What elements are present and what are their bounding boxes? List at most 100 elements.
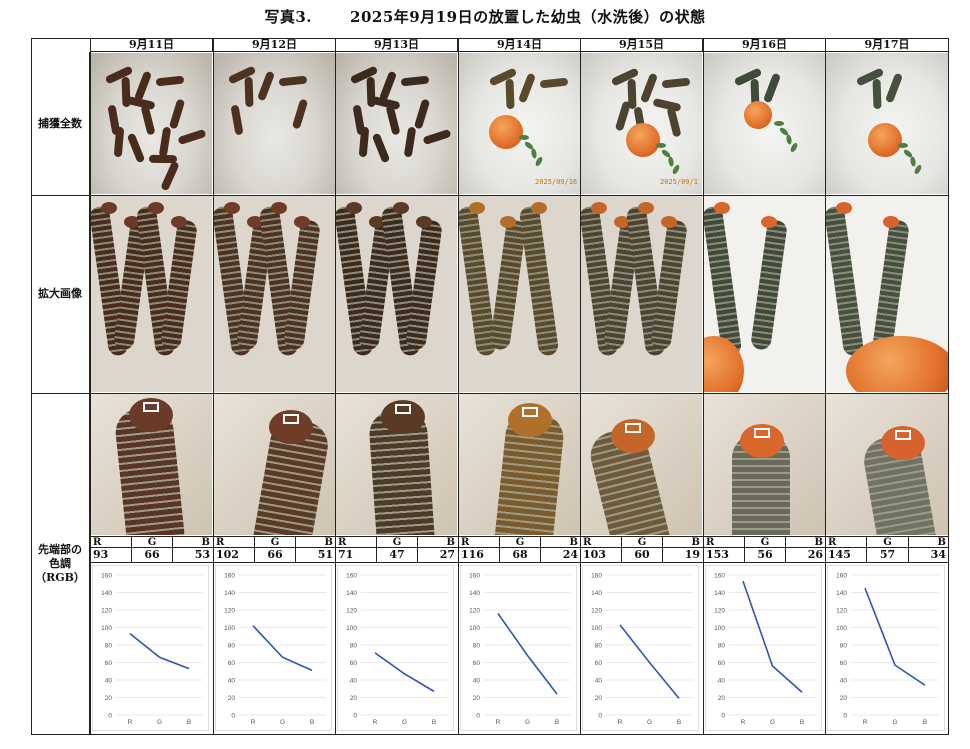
y-tick-label: 40 [840,678,848,685]
y-tick-label: 20 [595,695,603,702]
y-tick-label: 60 [595,660,603,667]
chart-frame [582,565,699,731]
orange-decoration [489,115,523,149]
capture-photo [704,53,825,194]
y-tick-label: 120 [224,608,235,615]
rgb-divider [90,536,213,537]
larva-shape [158,126,172,158]
capture-photo [459,53,580,194]
larva-body [518,205,560,357]
capture-photo [214,53,335,194]
rgb-value: 19 [662,548,703,562]
x-tick-label: B [310,719,314,726]
larva-head [170,216,187,228]
x-tick-label: R [618,719,623,726]
y-tick-label: 60 [105,660,113,667]
larva-head [714,202,730,214]
larva-head [469,202,485,214]
y-tick-label: 140 [224,590,235,597]
rgb-series-line [374,652,435,693]
date-header: 9月16日 [703,38,826,52]
y-tick-label: 20 [228,695,236,702]
row-label-enlarged: 拡大画像 [31,195,90,393]
rgb-value: 53 [172,548,213,562]
y-tick-label: 80 [718,643,726,650]
x-tick-label: B [923,719,927,726]
column-divider [580,52,581,735]
photo-timestamp: 2025/09/16 [535,178,578,186]
closeup-photo [459,394,580,535]
y-tick-label: 0 [843,713,847,720]
rgb-series-line [864,587,926,686]
rgb-divider [458,547,581,548]
rgb-channel-label: B [540,537,581,548]
orange-decoration [868,123,902,157]
larva-body [872,219,910,351]
larva-head [531,202,547,214]
rgb-value: 71 [338,548,354,561]
column-divider [335,52,336,735]
y-tick-label: 40 [718,678,726,685]
leaf-decoration [656,143,666,148]
rgb-divider [825,536,949,537]
y-tick-label: 60 [228,660,236,667]
rgb-value: 27 [417,548,458,562]
rgb-value: 66 [131,548,172,562]
larva-head [637,202,654,214]
rgb-channel-label: R [706,537,715,548]
larva-head [346,202,362,214]
date-header: 9月11日 [90,38,213,52]
x-tick-label: G [770,719,775,726]
y-tick-label: 60 [718,660,726,667]
x-tick-label: R [741,719,746,726]
rgb-value: 24 [540,548,581,562]
rgb-divider [213,562,336,563]
measurement-box [283,414,299,424]
rgb-divider [335,536,458,537]
capture-photo [336,53,457,194]
y-tick-label: 100 [591,625,602,632]
rgb-divider [580,547,703,548]
rgb-divider [703,562,826,563]
rgb-value: 51 [295,548,336,562]
larva-body [749,219,788,351]
chart-frame [215,565,332,731]
y-tick-label: 120 [469,608,480,615]
leaf-decoration [774,121,784,126]
larva-head [660,216,677,228]
larva-head [293,216,310,228]
rgb-divider [703,547,826,548]
larva-shape [160,160,180,192]
rgb-channel-label: G [131,537,172,548]
x-tick-label: G [157,719,162,726]
page-title: 写真3. 2025年9月19日の放置した幼虫（水洗後）の状態 [0,6,970,27]
larva-head [836,202,852,214]
y-tick-label: 0 [353,713,357,720]
y-tick-label: 80 [840,643,848,650]
measurement-box [395,404,411,414]
y-tick-label: 120 [591,608,602,615]
closeup-photo [336,394,457,535]
date-header: 9月13日 [335,38,458,52]
title-prefix: 写真3. [264,8,313,26]
rgb-value: 26 [785,548,826,562]
rgb-channel-label: B [295,537,336,548]
x-tick-label: G [892,719,897,726]
date-header: 9月17日 [825,38,949,52]
y-tick-label: 0 [598,713,602,720]
enlarged-photo [704,196,825,392]
closeup-photo [581,394,702,535]
y-tick-label: 140 [101,590,112,597]
rgb-series-line [742,580,803,693]
y-tick-label: 80 [473,643,481,650]
rgb-value: 153 [706,548,729,561]
larva-shape [385,104,401,136]
rgb-line-chart: 0 20 40 60 80 100 120 140 160 R G B [591,573,693,726]
rgb-value: 47 [376,548,417,562]
rgb-channel-label: G [621,537,662,548]
larva-shape [133,70,153,102]
enlarged-photo [826,196,948,392]
y-tick-label: 120 [346,608,357,615]
x-tick-label: R [128,719,133,726]
larva-shape [762,72,782,104]
